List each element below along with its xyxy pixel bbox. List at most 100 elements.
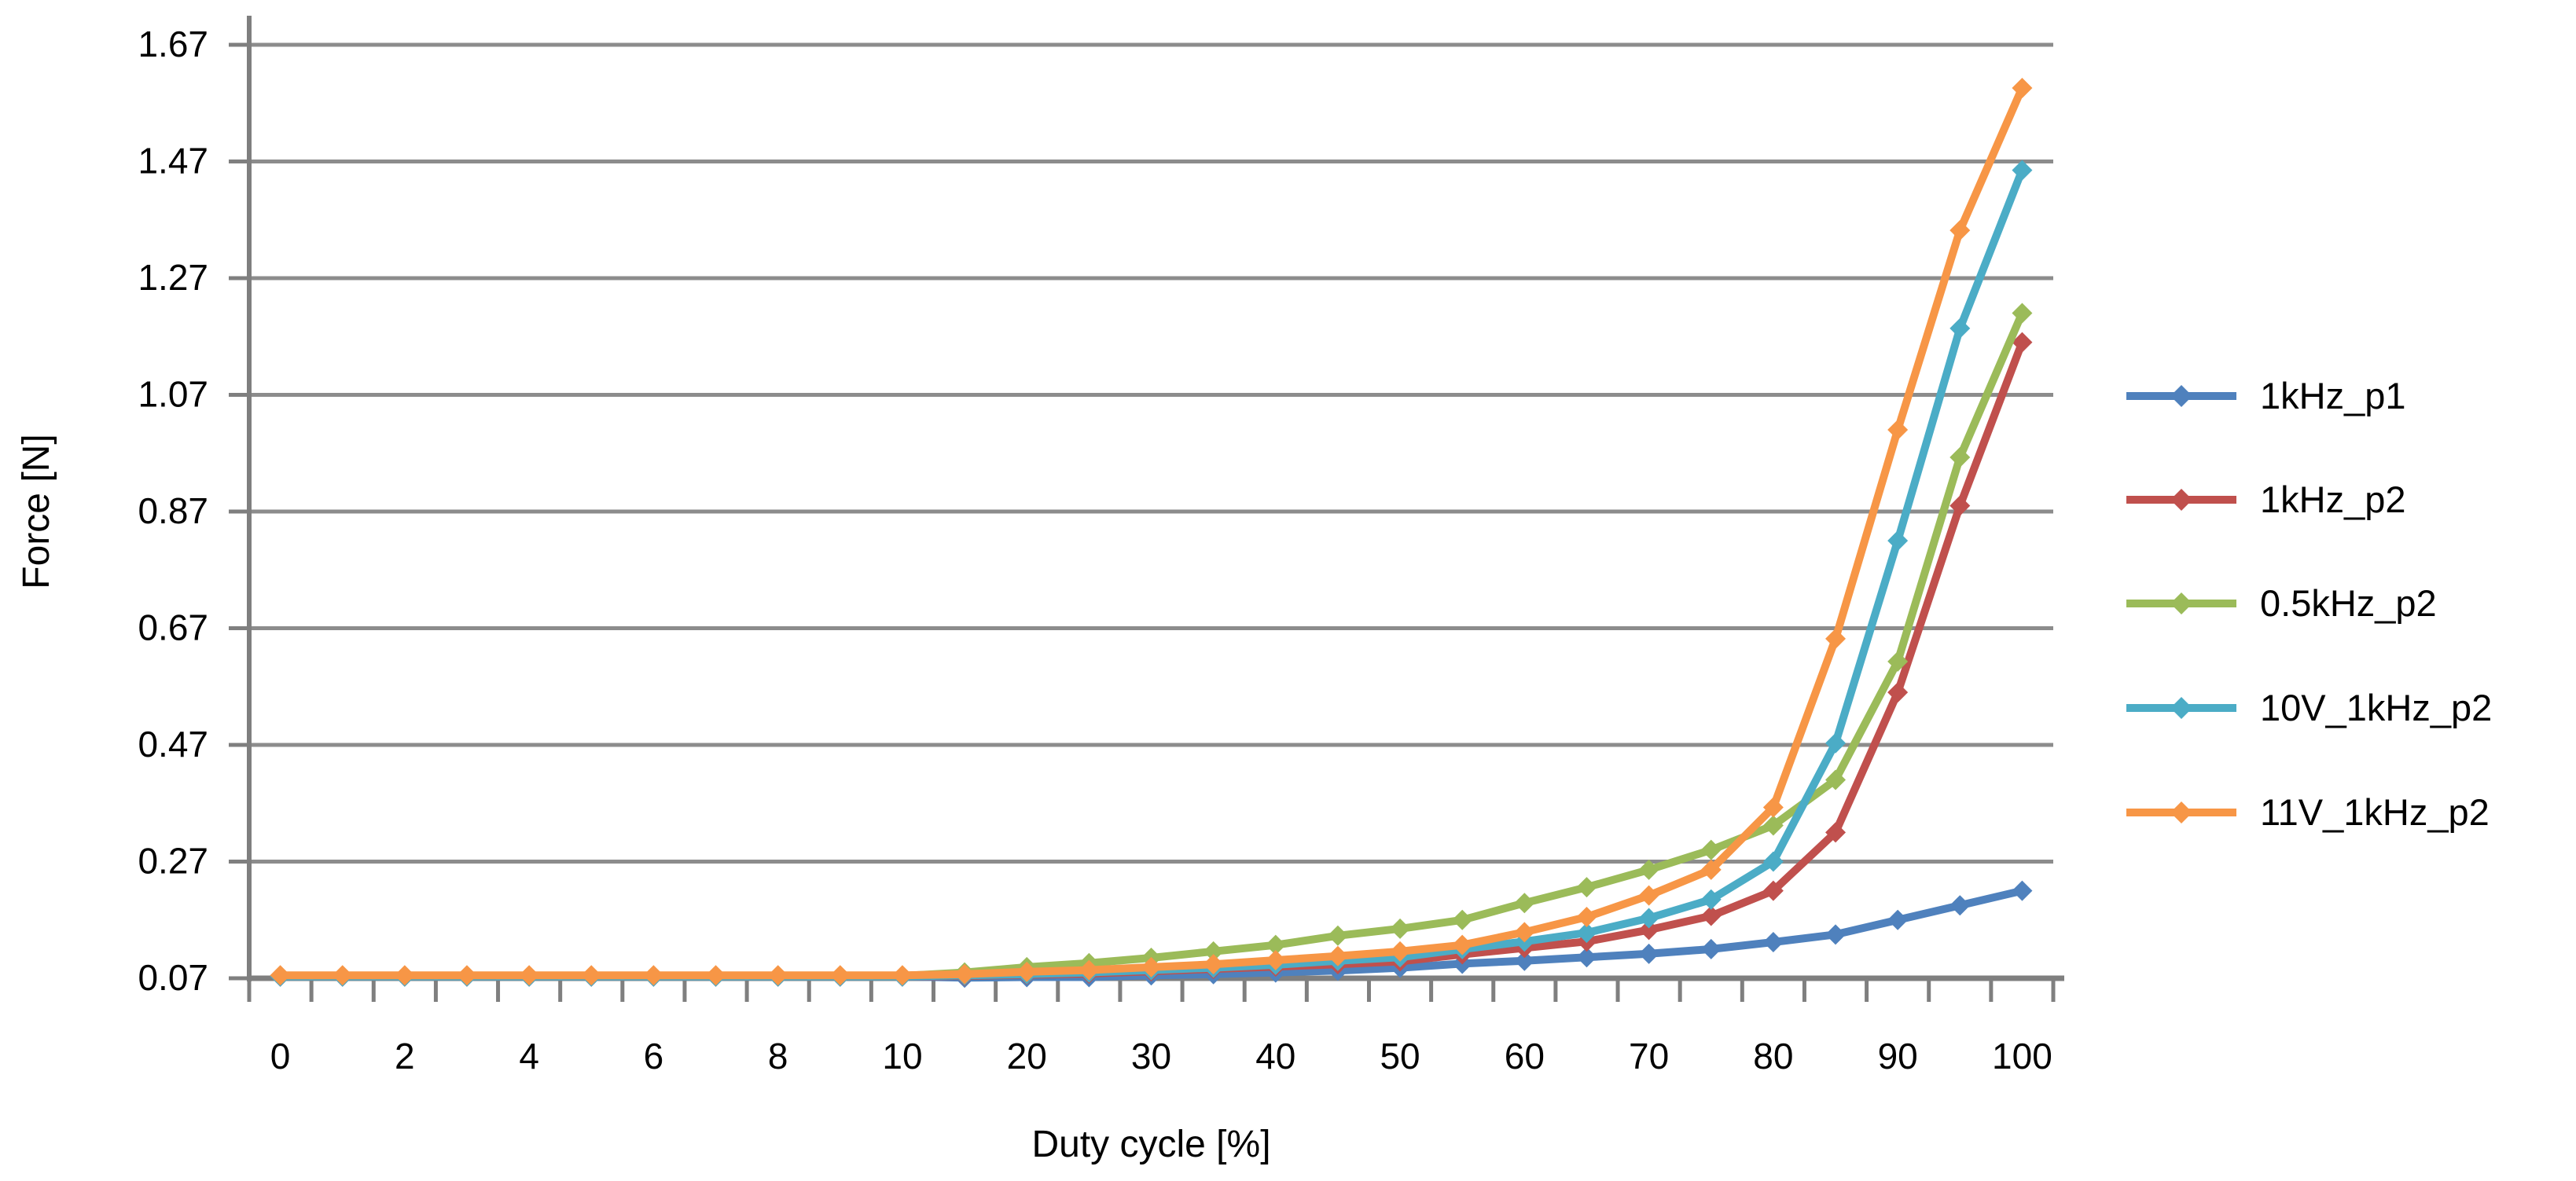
series-marker-11V_1kHz_p2: [1452, 934, 1473, 955]
y-tick-label: 1.07: [138, 374, 208, 415]
series-marker-1kHz_p1: [1700, 938, 1722, 959]
series-marker-1kHz_p2: [2012, 332, 2033, 353]
series-marker-0.5kHz_p2: [1514, 893, 1535, 914]
legend-marker-1kHz_p2: [2170, 489, 2192, 511]
legend-label-1kHz_p2: 1kHz_p2: [2260, 479, 2406, 520]
series-1kHz_p2: [270, 332, 2033, 987]
legend: 1kHz_p1 1kHz_p2 0.5kHz_p2 10V_1kHz_p2 11V_1k…: [2126, 375, 2492, 833]
series-marker-10V_1kHz_p2: [2012, 160, 2033, 181]
series-marker-11V_1kHz_p2: [394, 965, 415, 986]
series-marker-1kHz_p1: [1638, 943, 1659, 964]
series-marker-11V_1kHz_p2: [1016, 961, 1038, 982]
series-marker-11V_1kHz_p2: [270, 965, 291, 986]
series-marker-1kHz_p1: [1514, 950, 1535, 971]
series-marker-0.5kHz_p2: [1265, 934, 1286, 955]
y-tick-label: 1.27: [138, 257, 208, 298]
legend-label-10V_1kHz_p2: 10V_1kHz_p2: [2260, 687, 2492, 728]
y-tick-label: 0.87: [138, 490, 208, 531]
legend-label-1kHz_p1: 1kHz_p1: [2260, 375, 2406, 416]
legend-label-11V_1kHz_p2: 11V_1kHz_p2: [2260, 791, 2490, 833]
series-marker-0.5kHz_p2: [1887, 651, 1909, 672]
x-axis-title: Duty cycle [%]: [1031, 1124, 1270, 1165]
series-marker-11V_1kHz_p2: [456, 965, 477, 986]
series-marker-11V_1kHz_p2: [581, 965, 602, 986]
series-marker-10V_1kHz_p2: [1887, 530, 1909, 552]
series-marker-10V_1kHz_p2: [1576, 922, 1597, 944]
series-marker-0.5kHz_p2: [1949, 446, 1971, 468]
series-marker-1kHz_p2: [1700, 905, 1722, 926]
tick-labels: 0.07 0.27 0.47 0.67 0.87 1.07 1.27 1.47 1.67 0 2 4 6…: [138, 24, 2052, 1076]
series-marker-11V_1kHz_p2: [1390, 941, 1411, 962]
series-marker-0.5kHz_p2: [1825, 769, 1847, 790]
y-tick-label: 0.47: [138, 724, 208, 765]
series-marker-0.5kHz_p2: [1390, 918, 1411, 939]
y-tick-label: 1.67: [138, 24, 208, 64]
x-tick-label: 70: [1629, 1036, 1669, 1076]
series-marker-11V_1kHz_p2: [767, 965, 788, 986]
series-marker-0.5kHz_p2: [1452, 909, 1473, 930]
series-marker-11V_1kHz_p2: [1825, 628, 1847, 649]
legend-entry-11V_1kHz_p2: 11V_1kHz_p2: [2126, 791, 2490, 833]
y-tick-label: 0.27: [138, 841, 208, 882]
series-marker-11V_1kHz_p2: [1203, 954, 1224, 975]
series-marker-1kHz_p2: [1949, 495, 1971, 516]
x-tick-label: 60: [1505, 1036, 1545, 1076]
series-marker-11V_1kHz_p2: [1327, 945, 1348, 966]
series-marker-11V_1kHz_p2: [1700, 859, 1722, 880]
series-marker-0.5kHz_p2: [1762, 815, 1784, 836]
series-marker-10V_1kHz_p2: [1949, 317, 1971, 339]
series-marker-11V_1kHz_p2: [705, 965, 726, 986]
series-line-11V_1kHz_p2: [276, 83, 2027, 980]
series-marker-11V_1kHz_p2: [891, 965, 913, 986]
series-line-0.5kHz_p2: [276, 309, 2027, 980]
series-marker-0.5kHz_p2: [1576, 877, 1597, 898]
series-marker-11V_1kHz_p2: [1079, 959, 1100, 981]
series-marker-11V_1kHz_p2: [2012, 77, 2033, 98]
x-tick-label: 90: [1878, 1036, 1918, 1076]
y-tick-label: 1.47: [138, 141, 208, 182]
x-tick-label: 8: [768, 1036, 788, 1076]
x-tick-label: 2: [395, 1036, 415, 1076]
series-marker-11V_1kHz_p2: [1141, 956, 1162, 977]
series-marker-0.5kHz_p2: [2012, 303, 2033, 324]
series-marker-10V_1kHz_p2: [1825, 732, 1847, 754]
series-marker-0.5kHz_p2: [1700, 839, 1722, 860]
series-marker-10V_1kHz_p2: [1762, 851, 1784, 872]
y-axis-title: Force [N]: [16, 434, 57, 589]
x-tick-label: 80: [1753, 1036, 1793, 1076]
x-tick-label: 40: [1255, 1036, 1295, 1076]
series-marker-0.5kHz_p2: [1327, 925, 1348, 946]
series-marker-1kHz_p2: [1825, 822, 1847, 843]
series-marker-1kHz_p1: [1762, 931, 1784, 952]
x-tick-label: 6: [644, 1036, 664, 1076]
x-tick-label: 30: [1131, 1036, 1171, 1076]
series-marker-11V_1kHz_p2: [332, 965, 353, 986]
axes: [229, 16, 2064, 1002]
x-tick-label: 50: [1380, 1036, 1420, 1076]
series-marker-1kHz_p1: [2012, 880, 2033, 901]
series-marker-0.5kHz_p2: [1203, 941, 1224, 962]
x-tick-label: 10: [882, 1036, 922, 1076]
series-0.5kHz_p2: [270, 303, 2033, 987]
y-tick-label: 0.07: [138, 957, 208, 998]
legend-marker-1kHz_p1: [2170, 385, 2192, 407]
series-marker-1kHz_p2: [1887, 682, 1909, 703]
series-marker-1kHz_p1: [1887, 909, 1909, 930]
legend-entry-10V_1kHz_p2: 10V_1kHz_p2: [2126, 687, 2492, 728]
y-tick-label: 0.67: [138, 607, 208, 648]
series-marker-11V_1kHz_p2: [1514, 922, 1535, 943]
legend-entry-0.5kHz_p2: 0.5kHz_p2: [2126, 582, 2437, 624]
series-marker-1kHz_p1: [1576, 947, 1597, 968]
series-marker-11V_1kHz_p2: [519, 965, 540, 986]
series-marker-10V_1kHz_p2: [1700, 889, 1722, 910]
x-tick-label: 20: [1007, 1036, 1047, 1076]
legend-entry-1kHz_p2: 1kHz_p2: [2126, 479, 2406, 520]
series-marker-11V_1kHz_p2: [829, 965, 851, 986]
series-line-10V_1kHz_p2: [276, 166, 2027, 981]
x-tick-label: 100: [1992, 1036, 2052, 1076]
series-marker-1kHz_p2: [1638, 919, 1659, 941]
legend-entry-1kHz_p1: 1kHz_p1: [2126, 375, 2406, 416]
series-marker-11V_1kHz_p2: [1762, 797, 1784, 818]
